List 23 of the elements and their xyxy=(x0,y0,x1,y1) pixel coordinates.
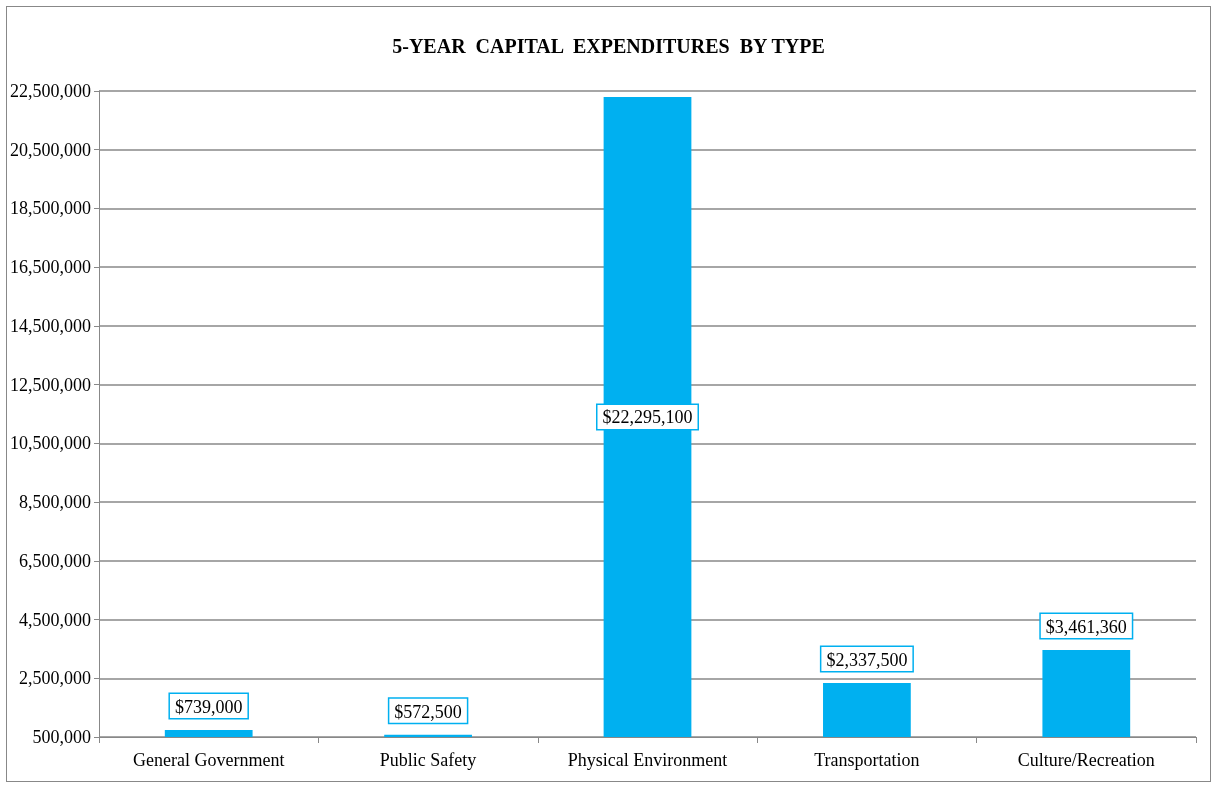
chart-title: 5-YEAR CAPITAL EXPENDITURES BY TYPE xyxy=(392,35,825,57)
y-tick-label: 22,500,000 xyxy=(10,81,91,101)
y-tick-label: 14,500,000 xyxy=(10,315,91,336)
x-tick-label: Physical Environment xyxy=(567,750,728,770)
x-tick-label: Transportation xyxy=(814,750,920,770)
x-tick-label: General Government xyxy=(132,750,285,770)
data-label: $3,461,360 xyxy=(1045,617,1127,638)
y-tick-label: 6,500,000 xyxy=(19,550,91,571)
x-tick-label: Culture/Recreation xyxy=(1017,750,1155,770)
data-label: $22,295,100 xyxy=(602,407,693,428)
y-tick-label: 2,500,000 xyxy=(19,668,91,689)
y-tick-label: 20,500,000 xyxy=(10,139,91,160)
y-tick-label: 16,500,000 xyxy=(10,257,91,278)
y-tick-label: 4,500,000 xyxy=(19,609,91,630)
y-tick-label: 8,500,000 xyxy=(19,492,91,513)
y-tick-label: 18,500,000 xyxy=(10,198,91,219)
x-tick-label: Public Safety xyxy=(379,750,477,770)
y-tick-label: 10,500,000 xyxy=(10,433,91,454)
data-label: $572,500 xyxy=(394,701,462,722)
y-tick-label: 12,500,000 xyxy=(10,374,91,395)
data-label: $739,000 xyxy=(174,696,243,717)
data-label: $2,337,500 xyxy=(826,650,908,671)
y-tick-label: 500,000 xyxy=(32,727,91,747)
